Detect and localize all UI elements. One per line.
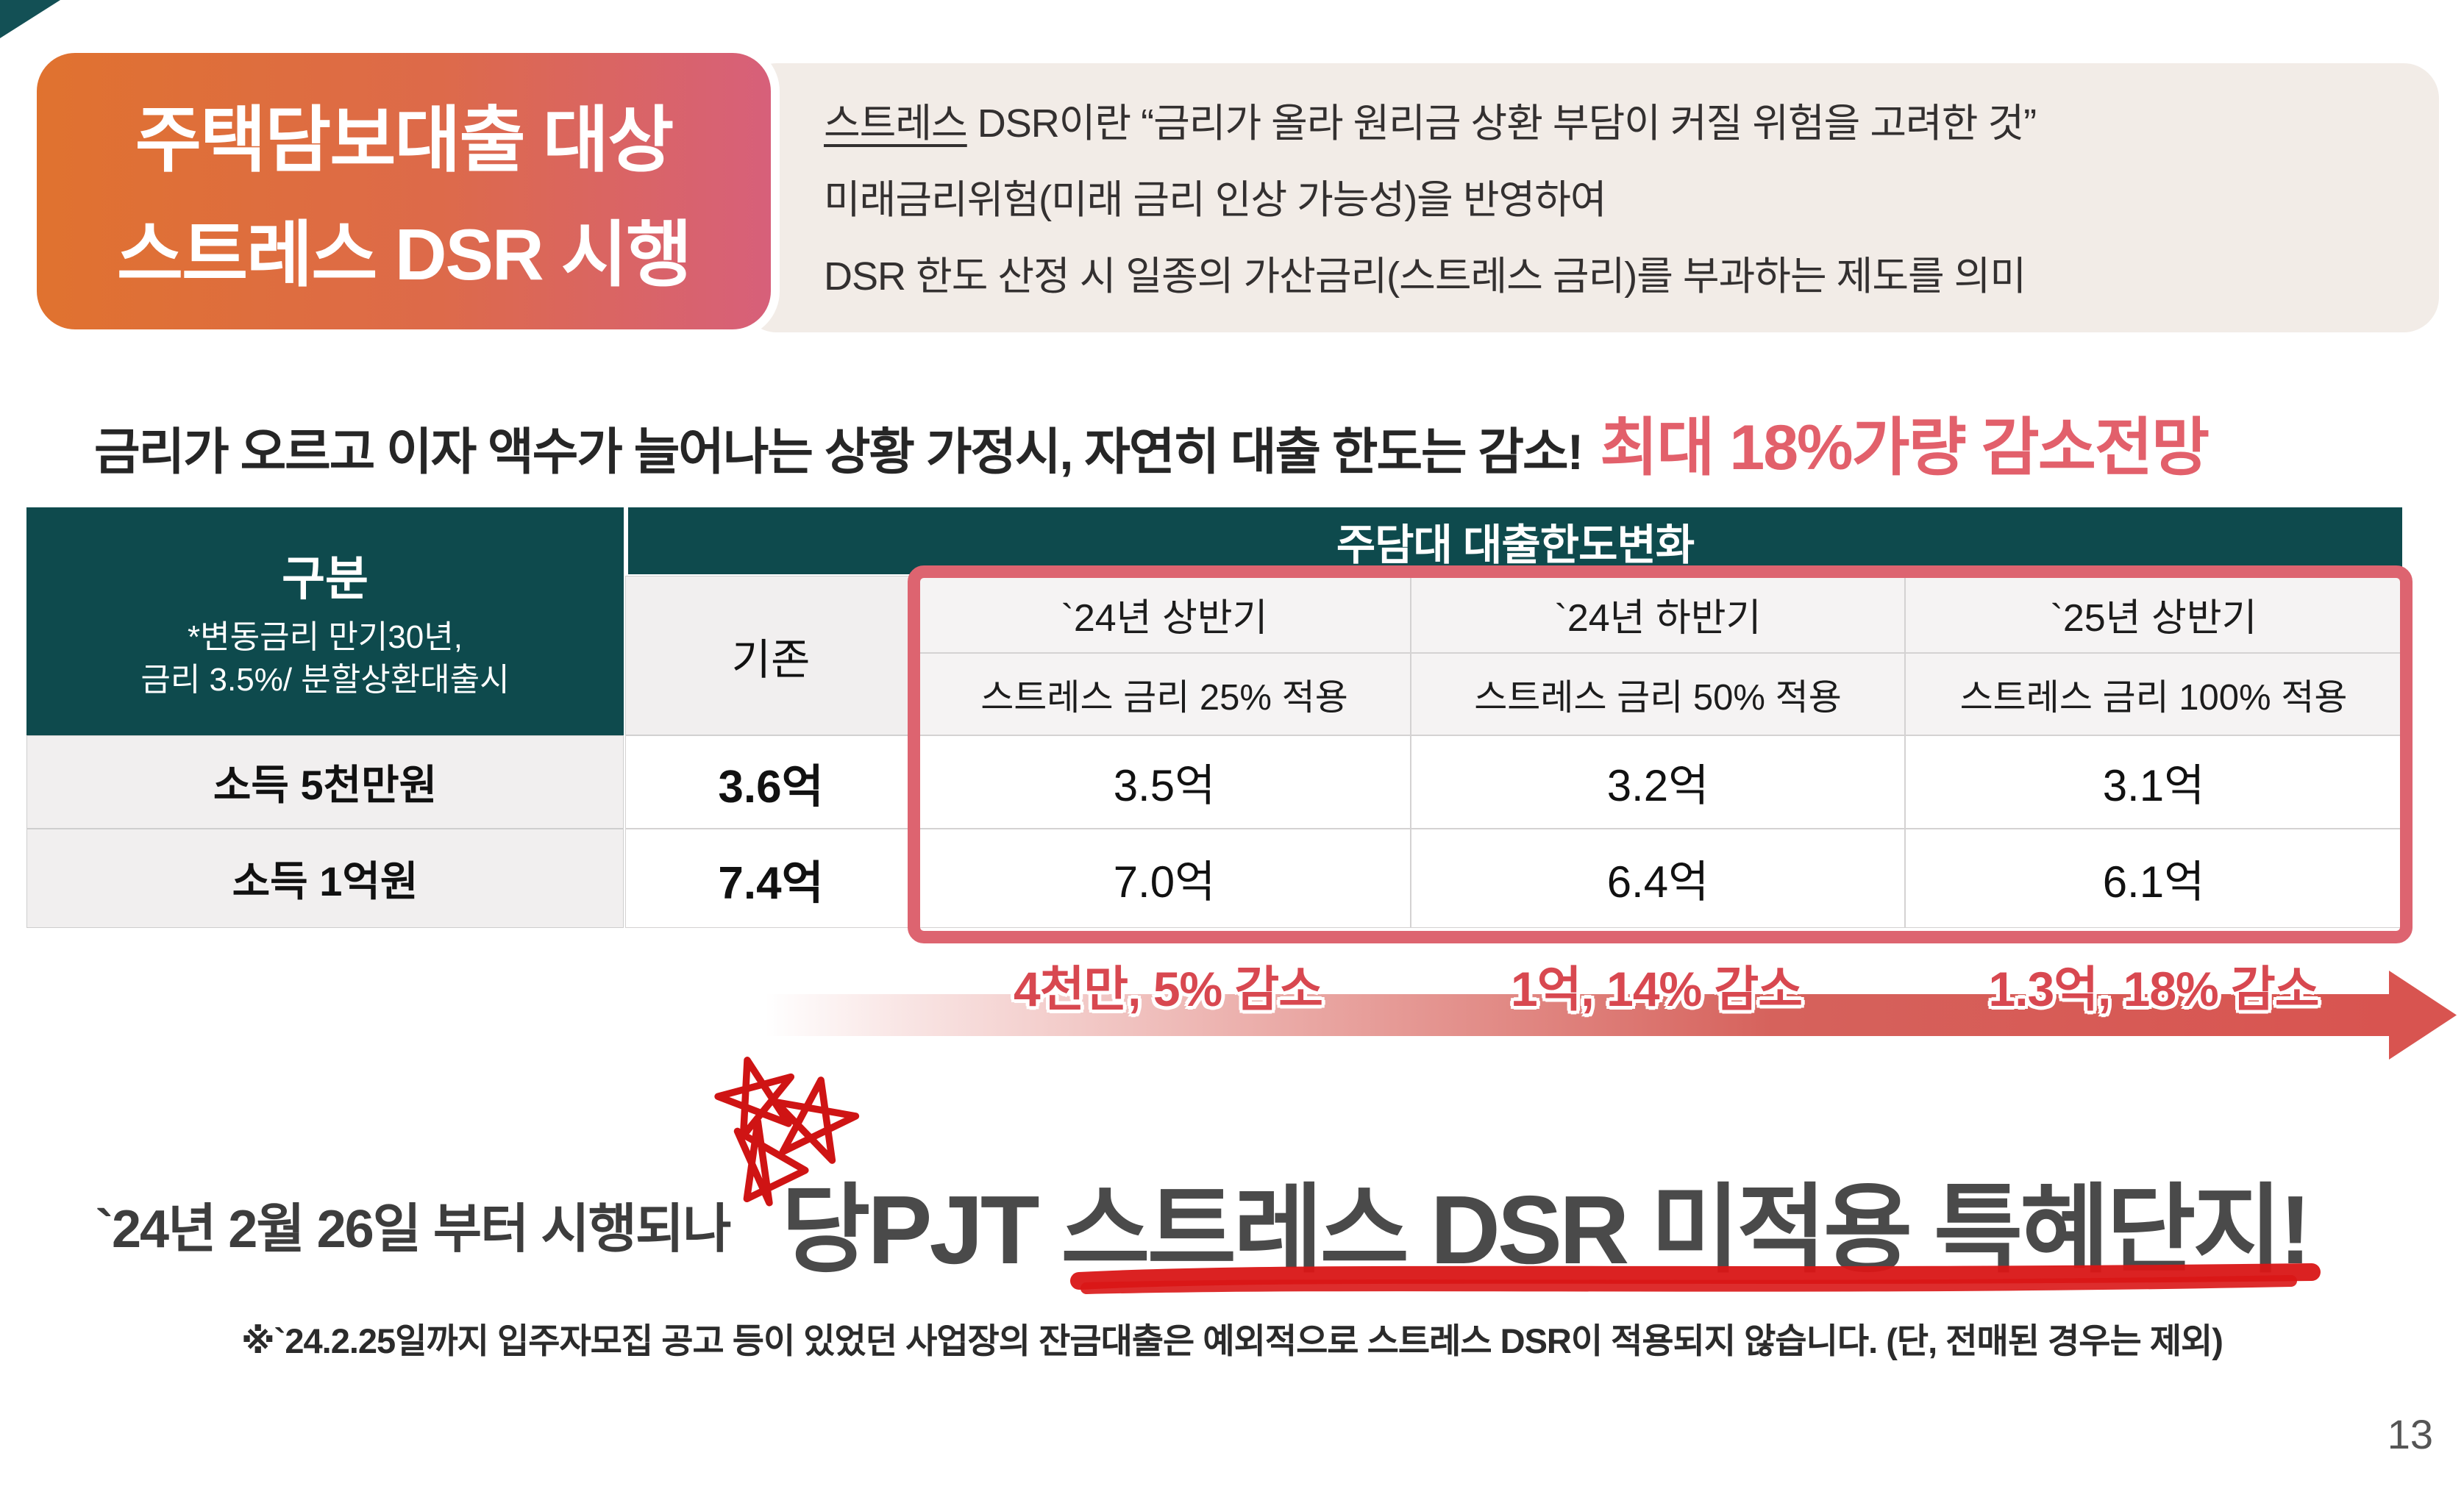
info-line-1: 스트레스 DSR이란 “금리가 올라 원리금 상환 부담이 커질 위험을 고려한…: [824, 85, 2395, 162]
table-band-title: 주담대 대출한도변화: [1336, 521, 1695, 569]
arrow-label-1: 4천만, 5% 감소: [1014, 962, 1323, 1016]
footnote-text: ※`24.2.25일까지 입주자모집 공고 등이 있었던 사업장의 잔금대출은 …: [241, 1321, 2223, 1360]
table-row2-value-24h2: 6.4억: [1411, 829, 1905, 928]
info-line-1-rest: DSR이란 “금리가 올라 원리금 상환 부담이 커질 위험을 고려한 것”: [966, 101, 2037, 146]
table-row2-base-value: 7.4억: [625, 829, 916, 928]
table-row1-value-25h1: 3.1억: [1905, 735, 2402, 829]
corner-triangle-decoration: [0, 0, 60, 38]
red-scribble-underline: [1070, 1263, 2321, 1294]
page-number: 13: [2387, 1411, 2433, 1457]
table-period-header-24h2: `24년 하반기: [1411, 576, 1905, 653]
slide-title-line-1: 주택담보대출 대상: [135, 99, 674, 180]
table-header-gubun-sub2: 금리 3.5%/ 분할상환대출시: [140, 662, 510, 698]
table-period-header-25h1: `25년 상반기: [1905, 576, 2402, 653]
table-row2-value-25h1: 6.1억: [1905, 829, 2402, 928]
red-stars-doodle-icon: [714, 1057, 860, 1207]
table-stress-header-100pct: 스트레스 금리 100% 적용: [1905, 653, 2402, 735]
headline-black-text: 금리가 오르고 이자 액수가 늘어나는 상황 가정시, 자연히 대출 한도는 감…: [94, 424, 1584, 480]
info-line-1-underlined: 스트레스: [824, 101, 968, 146]
arrow-label-3: 1.3억, 18% 감소: [1988, 962, 2319, 1016]
table-row1-label: 소득 5천만원: [26, 735, 624, 829]
table-row1-value-24h1: 3.5억: [918, 735, 1411, 829]
info-line-3: DSR 한도 산정 시 일종의 가산금리(스트레스 금리)를 부과하는 제도를 …: [824, 254, 2026, 299]
table-period-header-24h1: `24년 상반기: [918, 576, 1411, 653]
arrow-gradient-band: [765, 994, 2392, 1036]
table-row1-value-24h2: 3.2억: [1411, 735, 1905, 829]
table-band-header: 주담대 대출한도변화: [628, 507, 2402, 574]
table-header-gubun-title: 구분: [282, 552, 368, 605]
table-row2-value-24h1: 7.0억: [918, 829, 1411, 928]
slide-title-box: 주택담보대출 대상 스트레스 DSR 시행: [28, 44, 780, 338]
table-header-base-cell: 기존: [625, 576, 916, 735]
table-stress-header-50pct: 스트레스 금리 50% 적용: [1411, 653, 1905, 735]
info-line-2: 미래금리위험(미래 금리 인상 가능성)을 반영하여: [824, 178, 1607, 222]
table-header-gubun-cell: 구분 *변동금리 만기30년, 금리 3.5%/ 분할상환대출시: [26, 507, 624, 735]
table-row1-base-value: 3.6억: [625, 735, 916, 829]
stress-dsr-info-box: 스트레스 DSR이란 “금리가 올라 원리금 상환 부담이 커질 위험을 고려한…: [741, 63, 2439, 332]
arrow-head-icon: [2389, 971, 2457, 1060]
slide-title-line-2: 스트레스 DSR 시행: [116, 214, 692, 295]
headline: 금리가 오르고 이자 액수가 늘어나는 상황 가정시, 자연히 대출 한도는 감…: [94, 396, 2210, 488]
arrow-label-2: 1억, 14% 감소: [1511, 962, 1803, 1016]
table-stress-header-25pct: 스트레스 금리 25% 적용: [918, 653, 1411, 735]
bottom-date-text: `24년 2월 26일 부터 시행되나: [96, 1200, 731, 1259]
table-row2-label: 소득 1억원: [26, 829, 624, 928]
headline-red-text: 최대 18%가량 감소전망: [1600, 413, 2210, 483]
table-header-gubun-sub1: *변동금리 만기30년,: [188, 619, 463, 655]
